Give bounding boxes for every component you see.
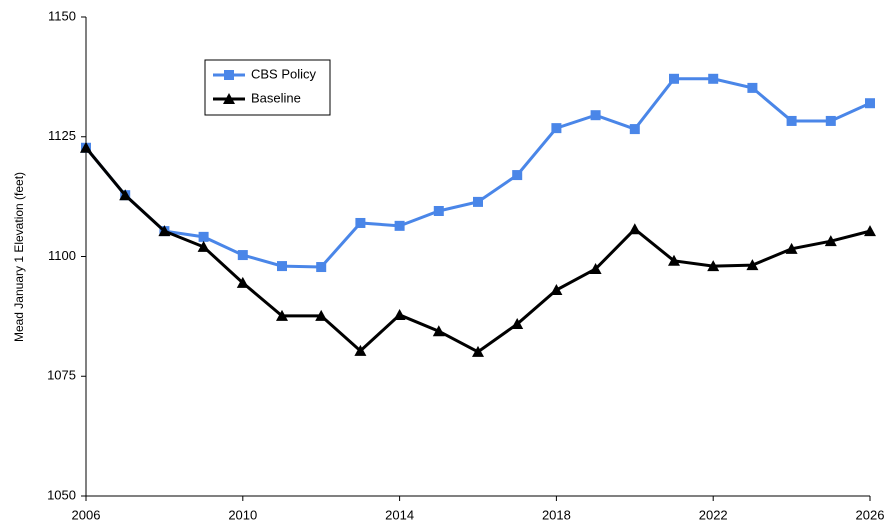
data-point xyxy=(864,225,876,237)
x-tick-label: 2026 xyxy=(856,507,885,522)
data-point xyxy=(236,276,249,288)
y-tick-label: 1125 xyxy=(48,128,76,143)
data-point xyxy=(198,231,209,242)
data-point xyxy=(80,141,92,153)
data-point xyxy=(473,196,483,207)
legend-marker xyxy=(224,70,234,80)
data-point xyxy=(669,73,679,84)
y-tick-label: 1075 xyxy=(47,368,76,383)
data-point xyxy=(197,240,210,252)
data-point xyxy=(316,262,327,273)
data-point xyxy=(119,189,132,201)
y-tick-label: 1100 xyxy=(48,248,76,263)
legend-box xyxy=(204,59,331,116)
x-tick-label: 2014 xyxy=(385,507,414,522)
data-point xyxy=(825,115,836,126)
data-point xyxy=(747,82,758,93)
data-point xyxy=(512,170,523,181)
data-point xyxy=(433,205,444,216)
data-point xyxy=(589,262,602,274)
data-point xyxy=(237,250,248,261)
x-tick-label: 2022 xyxy=(699,507,728,522)
data-point xyxy=(708,73,719,84)
data-point xyxy=(590,110,601,121)
legend-label: Baseline xyxy=(251,90,301,105)
data-point xyxy=(432,325,445,337)
y-tick-label: 1050 xyxy=(47,487,76,502)
data-point xyxy=(629,124,640,135)
data-point xyxy=(785,242,798,254)
x-tick-label: 2018 xyxy=(542,507,571,522)
data-point xyxy=(824,235,837,247)
y-axis-label: Mead January 1 Elevation (feet) xyxy=(12,172,26,342)
data-point xyxy=(354,344,367,356)
data-point xyxy=(628,223,641,235)
data-point xyxy=(668,254,680,266)
data-point xyxy=(276,309,288,321)
data-point xyxy=(786,115,797,126)
legend-marker xyxy=(223,93,235,104)
data-point xyxy=(355,217,366,228)
data-point xyxy=(394,220,405,231)
data-point xyxy=(158,225,171,237)
y-tick-label: 1150 xyxy=(48,8,76,23)
x-tick-label: 2006 xyxy=(72,507,101,522)
data-point xyxy=(472,345,484,357)
data-point xyxy=(315,309,328,321)
data-point xyxy=(707,260,720,272)
data-point xyxy=(746,259,759,271)
data-point xyxy=(393,308,406,320)
data-point xyxy=(511,318,524,330)
legend-label: CBS Policy xyxy=(251,66,317,81)
x-tick-label: 2010 xyxy=(228,507,257,522)
data-point xyxy=(551,123,562,134)
data-point xyxy=(865,98,875,109)
data-point xyxy=(277,261,287,272)
data-point xyxy=(550,284,563,296)
